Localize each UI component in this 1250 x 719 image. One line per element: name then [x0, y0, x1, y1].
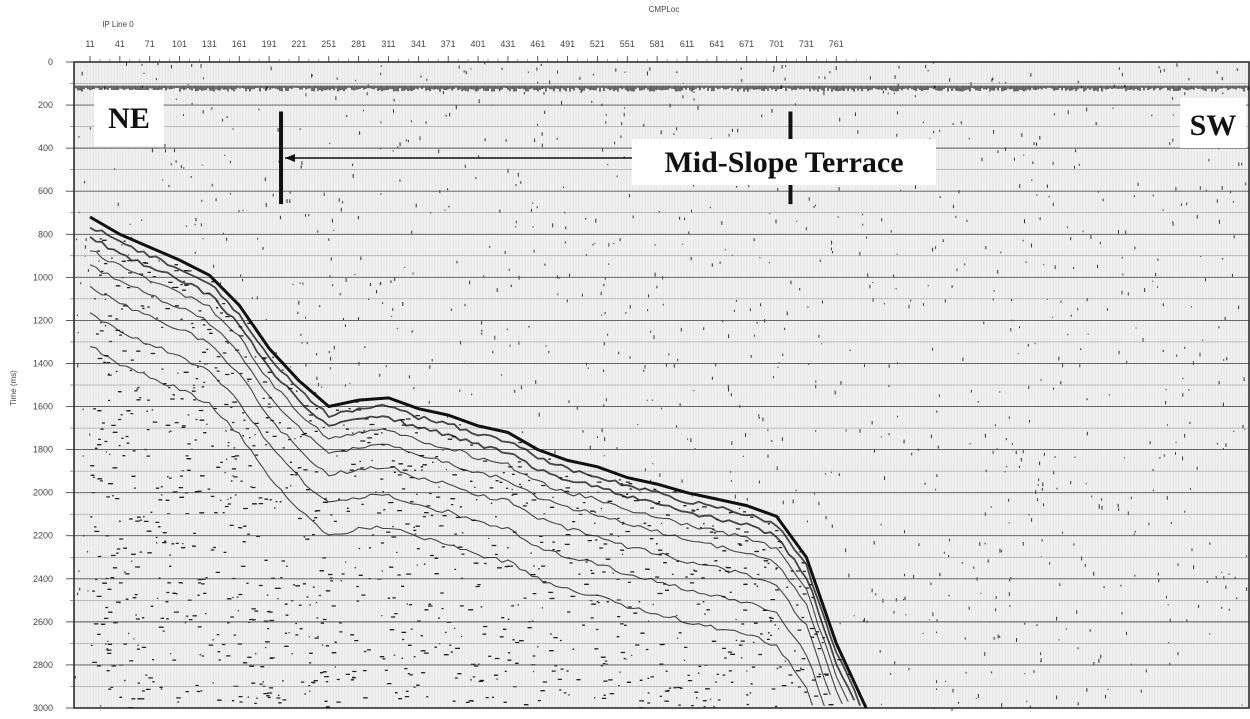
y-tick-label: 1800: [33, 445, 53, 455]
x-tick-label: 491: [560, 39, 575, 49]
x-tick-label: 461: [530, 39, 545, 49]
y-tick-label: 2400: [33, 574, 53, 584]
y-tick-label: 600: [38, 186, 53, 196]
y-tick-label: 2000: [33, 488, 53, 498]
x-tick-label: 191: [262, 39, 277, 49]
x-tick-label: 341: [411, 39, 426, 49]
sw-label: SW: [1190, 109, 1237, 142]
y-tick-label: 1600: [33, 402, 53, 412]
x-tick-label: 731: [799, 39, 814, 49]
seafloor-reflector: [89, 215, 868, 709]
x-tick-label: 101: [172, 39, 187, 49]
x-tick-label: 701: [769, 39, 784, 49]
x-tick-label: 131: [202, 39, 217, 49]
line-label: IP Line 0: [102, 20, 134, 29]
y-tick-label: 400: [38, 143, 53, 153]
arrow-left-head: [285, 154, 296, 162]
terrace-label-box: [632, 139, 936, 185]
y-axis-title: Time (ms): [9, 370, 18, 406]
reflector-line: [89, 250, 849, 703]
x-tick-label: 311: [381, 39, 395, 49]
y-tick-label: 3000: [33, 703, 53, 713]
subsurface-reflectors: [89, 226, 861, 707]
x-axis: 11 41 71 101 131 161 191 221 251 281 311 341 371 401 4…: [85, 39, 857, 62]
ne-label: NE: [108, 102, 150, 135]
x-tick-label: 611: [680, 39, 694, 49]
ne-label-box: NE: [94, 90, 164, 146]
y-tick-label: 200: [38, 100, 53, 110]
x-tick-label: 581: [650, 39, 665, 49]
x-tick-label: 641: [709, 39, 724, 49]
direct-arrival-band: [75, 85, 1249, 92]
x-tick-label: 671: [739, 39, 754, 49]
reflector-line: [89, 226, 861, 707]
x-tick-label: 41: [115, 39, 125, 49]
y-tick-label: 0: [48, 57, 53, 67]
y-tick-label: 2200: [33, 531, 53, 541]
x-tick-label: 551: [620, 39, 635, 49]
x-tick-label: 11: [85, 39, 94, 49]
terrace-annotation: Mid-Slope Terrace: [279, 111, 936, 205]
x-tick-label: 161: [232, 39, 247, 49]
y-tick-label: 2800: [33, 660, 53, 670]
x-tick-label: 71: [145, 39, 155, 49]
y-tick-label: 2600: [33, 617, 53, 627]
x-tick-label: 521: [590, 39, 605, 49]
reflector-line: [89, 264, 843, 705]
y-tick-label: 1200: [33, 315, 53, 325]
y-axis: 0 200 400 600 800 1000 1200 1400 1600 1800 2000 220…: [33, 57, 74, 713]
x-tick-label: 761: [829, 39, 844, 49]
reflector-line: [89, 236, 856, 701]
y-tick-label: 800: [38, 229, 53, 239]
direct-arrival: [75, 85, 1249, 92]
x-tick-label: 401: [471, 39, 486, 49]
y-tick-label: 1400: [33, 358, 53, 368]
reflector-line: [89, 312, 825, 707]
seismic-noise: [74, 62, 1249, 711]
reflector-line: [89, 346, 813, 706]
reflector-line: [89, 285, 831, 695]
sw-label-box: SW: [1180, 98, 1246, 148]
x-tick-label: 251: [321, 39, 336, 49]
x-tick-label: 371: [441, 39, 456, 49]
x-tick-label: 281: [351, 39, 366, 49]
x-axis-title: CMPLoc: [649, 5, 680, 14]
time-gridlines: [74, 83, 1249, 687]
y-tick-label: 1000: [33, 272, 53, 282]
terrace-label: Mid-Slope Terrace: [664, 146, 903, 179]
x-tick-label: 431: [500, 39, 515, 49]
sediment-texture: [90, 238, 852, 709]
x-tick-label: 221: [291, 39, 306, 49]
